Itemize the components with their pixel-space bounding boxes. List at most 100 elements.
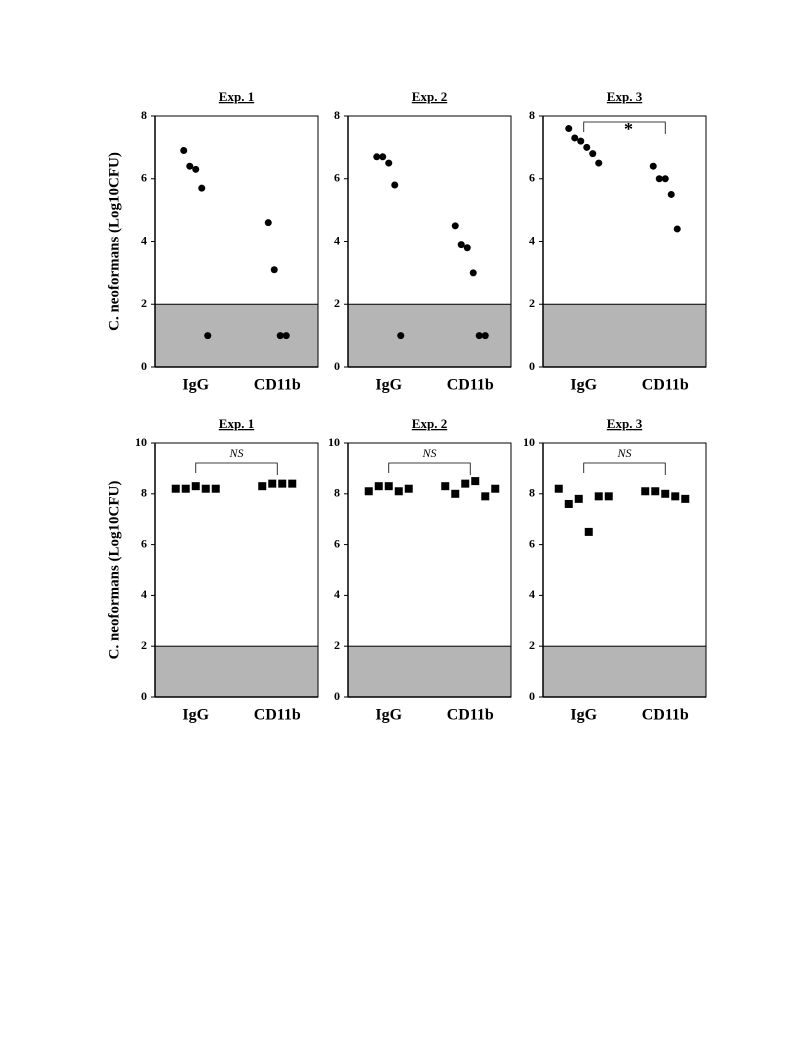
x-tick-label: IgG — [570, 377, 597, 394]
point — [471, 477, 480, 486]
point — [584, 527, 593, 536]
point — [641, 487, 650, 496]
x-tick-label: IgG — [375, 707, 402, 724]
point — [451, 489, 460, 498]
point — [288, 479, 297, 488]
point — [571, 134, 579, 142]
significance-label: NS — [421, 446, 436, 460]
point — [180, 147, 188, 155]
y-tick-label: 0 — [141, 359, 147, 373]
point — [604, 492, 613, 501]
point — [391, 181, 399, 189]
panel: 0 2 4 6 8 Exp. 3 IgG CD11b * — [529, 89, 707, 394]
point — [385, 159, 393, 167]
point — [554, 484, 563, 493]
y-tick-label: 6 — [529, 171, 535, 185]
point — [595, 159, 603, 167]
point — [457, 241, 465, 249]
y-tick-label: 4 — [141, 233, 147, 247]
x-tick-label: IgG — [570, 707, 597, 724]
y-tick-label: 2 — [141, 638, 147, 652]
point — [469, 269, 477, 277]
y-tick-label: 6 — [529, 536, 535, 550]
point — [661, 175, 669, 183]
y-tick-label: 8 — [141, 486, 147, 500]
point — [475, 332, 483, 340]
point — [673, 225, 681, 233]
point — [211, 484, 220, 493]
point — [667, 190, 675, 198]
point — [651, 487, 660, 496]
point — [276, 332, 284, 340]
x-tick-label: IgG — [375, 377, 402, 394]
point — [278, 479, 287, 488]
point — [564, 499, 573, 508]
x-tick-label: CD11b — [254, 377, 301, 394]
point — [394, 487, 403, 496]
significance-label: NS — [616, 446, 631, 460]
point — [671, 492, 680, 501]
y-tick-label: 10 — [523, 435, 535, 449]
point — [451, 222, 459, 230]
y-tick-label: 6 — [141, 171, 147, 185]
panel: 0 2 4 6 8 10 Exp. 3 IgG CD11b NS — [523, 416, 707, 724]
point — [192, 165, 200, 173]
significance-label: NS — [228, 446, 243, 460]
x-tick-label: IgG — [182, 377, 209, 394]
y-tick-label: 0 — [141, 689, 147, 703]
y-tick-label: 2 — [334, 296, 340, 310]
point — [171, 484, 180, 493]
y-tick-label: 0 — [529, 689, 535, 703]
x-tick-label: CD11b — [254, 707, 301, 724]
point — [364, 487, 373, 496]
y-tick-label: 10 — [328, 435, 340, 449]
point — [655, 175, 663, 183]
point — [491, 484, 500, 493]
point — [594, 492, 603, 501]
point — [481, 492, 490, 501]
y-tick-label: 6 — [141, 536, 147, 550]
significance-bracket — [583, 121, 666, 134]
point — [198, 184, 206, 192]
panel: 0 2 4 6 8 Exp. 2 IgG CD11b — [334, 89, 512, 394]
point — [264, 219, 272, 227]
y-tick-label: 4 — [529, 587, 535, 601]
panel: 0 2 4 6 8 10 Exp. 1 C. neoformans (Log10CFU) IgG… — [106, 416, 319, 724]
y-tick-label: 8 — [334, 108, 340, 122]
point — [565, 125, 573, 133]
significance-bracket — [388, 462, 471, 475]
significance-bracket — [583, 462, 666, 475]
point — [270, 266, 278, 274]
point — [481, 332, 489, 340]
y-tick-label: 2 — [141, 296, 147, 310]
x-tick-label: CD11b — [447, 377, 494, 394]
point — [463, 244, 471, 252]
significance-label: * — [624, 119, 633, 139]
y-tick-label: 0 — [334, 689, 340, 703]
point — [461, 479, 470, 488]
point — [282, 332, 290, 340]
point — [583, 143, 591, 151]
y-tick-label: 2 — [334, 638, 340, 652]
y-tick-label: 4 — [141, 587, 147, 601]
y-tick-label: 8 — [334, 486, 340, 500]
point — [577, 137, 585, 145]
point — [181, 484, 190, 493]
point — [191, 482, 200, 491]
point — [441, 482, 450, 491]
y-axis-label: C. neoformans (Log10CFU) — [106, 152, 122, 331]
y-axis-label: C. neoformans (Log10CFU) — [106, 481, 122, 660]
point — [379, 153, 387, 161]
significance-bracket — [195, 462, 278, 475]
point — [204, 332, 212, 340]
x-tick-label: IgG — [182, 707, 209, 724]
point — [574, 494, 583, 503]
panel: 0 2 4 6 8 Exp. 1 C. neoformans (Log10CFU) IgG CD… — [106, 89, 319, 394]
point — [268, 479, 277, 488]
x-tick-label: CD11b — [642, 707, 689, 724]
y-tick-label: 0 — [334, 359, 340, 373]
y-tick-label: 0 — [529, 359, 535, 373]
y-tick-label: 8 — [529, 486, 535, 500]
point — [681, 494, 690, 503]
